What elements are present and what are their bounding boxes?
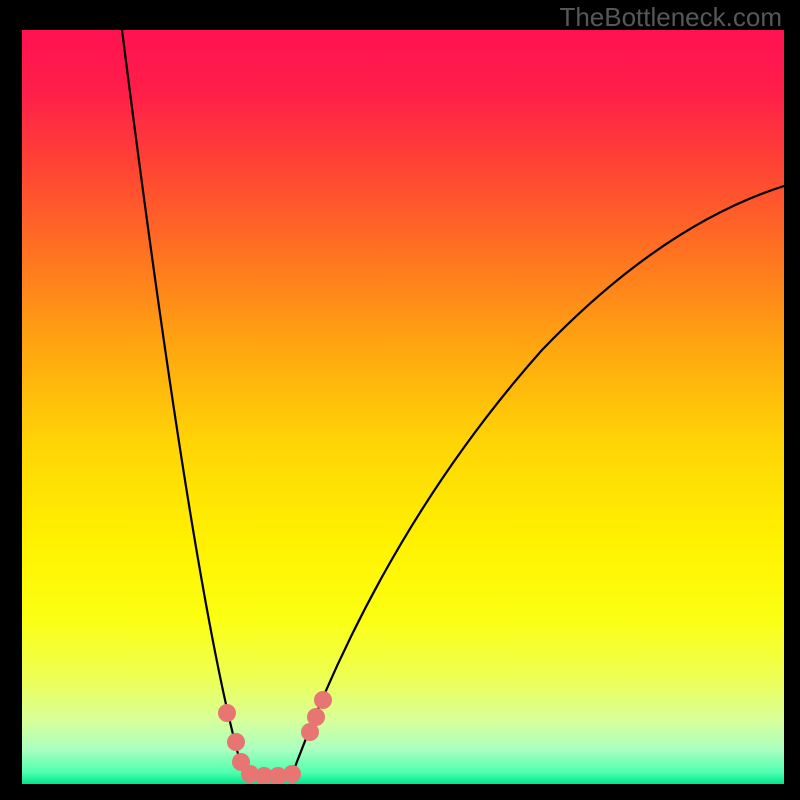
data-marker — [307, 708, 325, 726]
data-marker — [227, 733, 245, 751]
data-marker — [314, 691, 332, 709]
plot-area — [22, 30, 784, 784]
curve-layer — [22, 30, 784, 784]
data-marker — [218, 704, 236, 722]
bottleneck-curve — [122, 30, 784, 775]
watermark-text: TheBottleneck.com — [559, 2, 782, 33]
data-marker — [283, 765, 301, 783]
